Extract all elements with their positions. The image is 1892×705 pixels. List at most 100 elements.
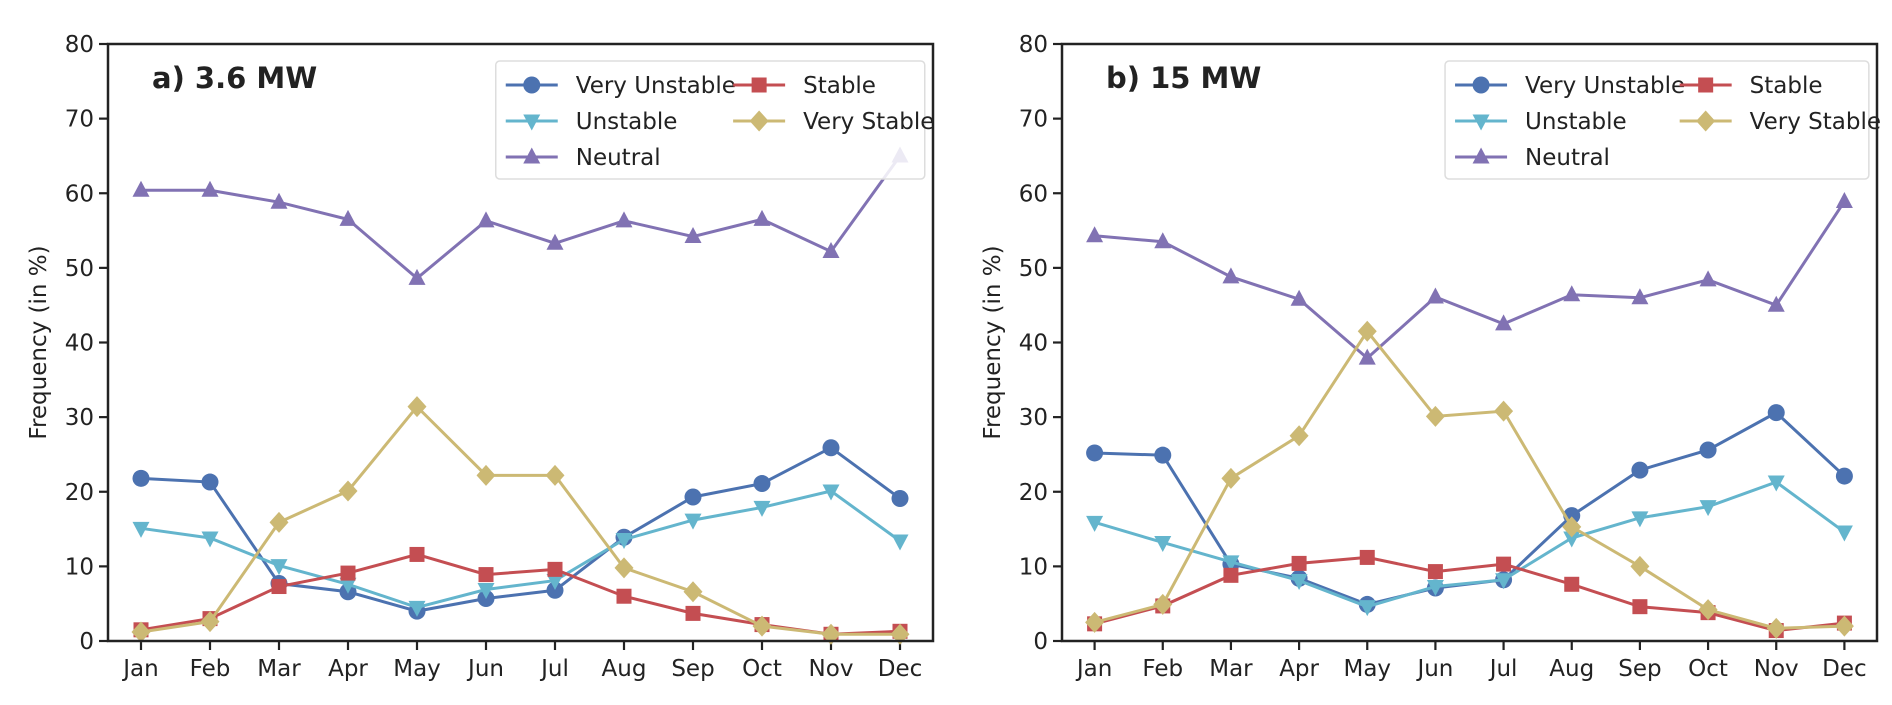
- data-point: [1834, 615, 1854, 637]
- data-point: [547, 561, 563, 577]
- legend-label: Unstable: [576, 109, 678, 135]
- data-point: [891, 534, 909, 551]
- data-point: [1835, 467, 1853, 485]
- data-point: [1290, 289, 1308, 306]
- data-point: [684, 227, 702, 244]
- series-stable: [1087, 549, 1852, 639]
- panel-title: a) 3.6 MW: [152, 61, 317, 95]
- data-point: [1358, 600, 1376, 617]
- x-tick-label: Jan: [121, 656, 158, 682]
- legend-label: Very Unstable: [1525, 73, 1685, 99]
- x-tick-label: Apr: [1279, 656, 1319, 682]
- x-tick-label: Feb: [190, 656, 231, 682]
- data-point: [891, 489, 909, 507]
- data-point: [1767, 295, 1785, 312]
- data-point: [1631, 511, 1649, 528]
- data-point: [201, 531, 219, 548]
- legend-marker: [1472, 114, 1490, 131]
- legend-label: Very Unstable: [576, 73, 736, 99]
- y-tick-label: 50: [65, 256, 94, 282]
- data-point: [1222, 267, 1240, 284]
- data-point: [822, 484, 840, 501]
- legend-marker: [523, 147, 541, 164]
- y-tick-label: 20: [65, 480, 94, 506]
- data-point: [132, 521, 150, 538]
- series-line: [1094, 328, 1845, 630]
- data-point: [1699, 441, 1717, 459]
- data-point: [478, 567, 494, 583]
- data-point: [546, 581, 564, 599]
- x-tick-label: Jun: [466, 656, 504, 682]
- data-point: [1289, 425, 1309, 447]
- data-point: [1086, 444, 1104, 462]
- data-point: [546, 233, 564, 250]
- data-point: [1357, 320, 1377, 342]
- series-neutral: [132, 146, 909, 285]
- legend-box: [1444, 60, 1870, 180]
- data-point: [1426, 580, 1444, 597]
- y-tick-label: 50: [1019, 256, 1048, 282]
- series-line: [1094, 480, 1846, 609]
- data-point: [684, 488, 702, 506]
- data-point: [822, 241, 840, 258]
- y-tick-label: 60: [1019, 181, 1048, 207]
- data-point: [1496, 556, 1512, 572]
- x-tick-label: Mar: [1209, 656, 1253, 682]
- data-point: [890, 623, 910, 645]
- legend-label: Unstable: [1525, 109, 1627, 135]
- x-tick-label: Feb: [1142, 656, 1183, 682]
- legend-marker: [1696, 110, 1716, 132]
- y-tick-label: 70: [65, 107, 94, 133]
- legend-label: Very Stable: [803, 109, 934, 135]
- legend-label: Very Stable: [1750, 109, 1881, 135]
- y-tick-label: 80: [65, 32, 94, 58]
- data-point: [1631, 461, 1649, 479]
- x-tick-label: Jul: [1488, 656, 1518, 682]
- data-point: [1699, 500, 1717, 517]
- data-point: [409, 546, 425, 562]
- series-very-unstable: [1086, 404, 1853, 613]
- data-point: [477, 583, 495, 600]
- y-tick-label: 20: [1019, 480, 1048, 506]
- legend-marker: [749, 110, 769, 132]
- data-point: [1564, 576, 1580, 592]
- data-point: [1086, 515, 1104, 532]
- data-point: [1563, 531, 1581, 548]
- series-line: [141, 155, 902, 281]
- x-tick-label: Apr: [328, 656, 368, 682]
- data-point: [269, 511, 289, 533]
- data-point: [1359, 549, 1375, 565]
- series-line: [1094, 200, 1846, 361]
- y-tick-label: 10: [1019, 554, 1048, 580]
- series-unstable: [132, 484, 909, 617]
- data-point: [1358, 348, 1376, 365]
- data-point: [752, 615, 772, 637]
- legend-marker: [751, 77, 767, 93]
- data-point: [132, 469, 150, 487]
- data-point: [614, 557, 634, 579]
- data-point: [1223, 567, 1239, 583]
- x-tick-label: Mar: [257, 656, 301, 682]
- legend-marker: [1472, 76, 1490, 94]
- data-point: [408, 600, 426, 617]
- panel-b: 0 10 20 30 40 50 60 70 80 Jan Feb Mar Apr May Jun Jul Au…: [980, 32, 1881, 682]
- data-point: [546, 574, 564, 591]
- y-tick-label: 40: [1019, 331, 1048, 357]
- y-tick-label: 40: [65, 331, 94, 357]
- legend: Very Unstable Unstable Neutral Stable Very S…: [1444, 60, 1881, 180]
- data-point: [1154, 535, 1172, 552]
- series-unstable: [1086, 475, 1853, 617]
- data-point: [1291, 555, 1307, 571]
- data-point: [201, 473, 219, 491]
- data-point: [1427, 564, 1443, 580]
- y-tick-label: 80: [1019, 32, 1048, 58]
- data-point: [201, 180, 219, 197]
- data-point: [1222, 555, 1240, 572]
- data-point: [476, 464, 496, 486]
- series-very-stable: [131, 396, 910, 645]
- data-point: [340, 565, 356, 581]
- legend-marker: [523, 114, 541, 131]
- x-tick-label: Jul: [539, 656, 569, 682]
- data-point: [131, 621, 151, 643]
- data-point: [1699, 270, 1717, 287]
